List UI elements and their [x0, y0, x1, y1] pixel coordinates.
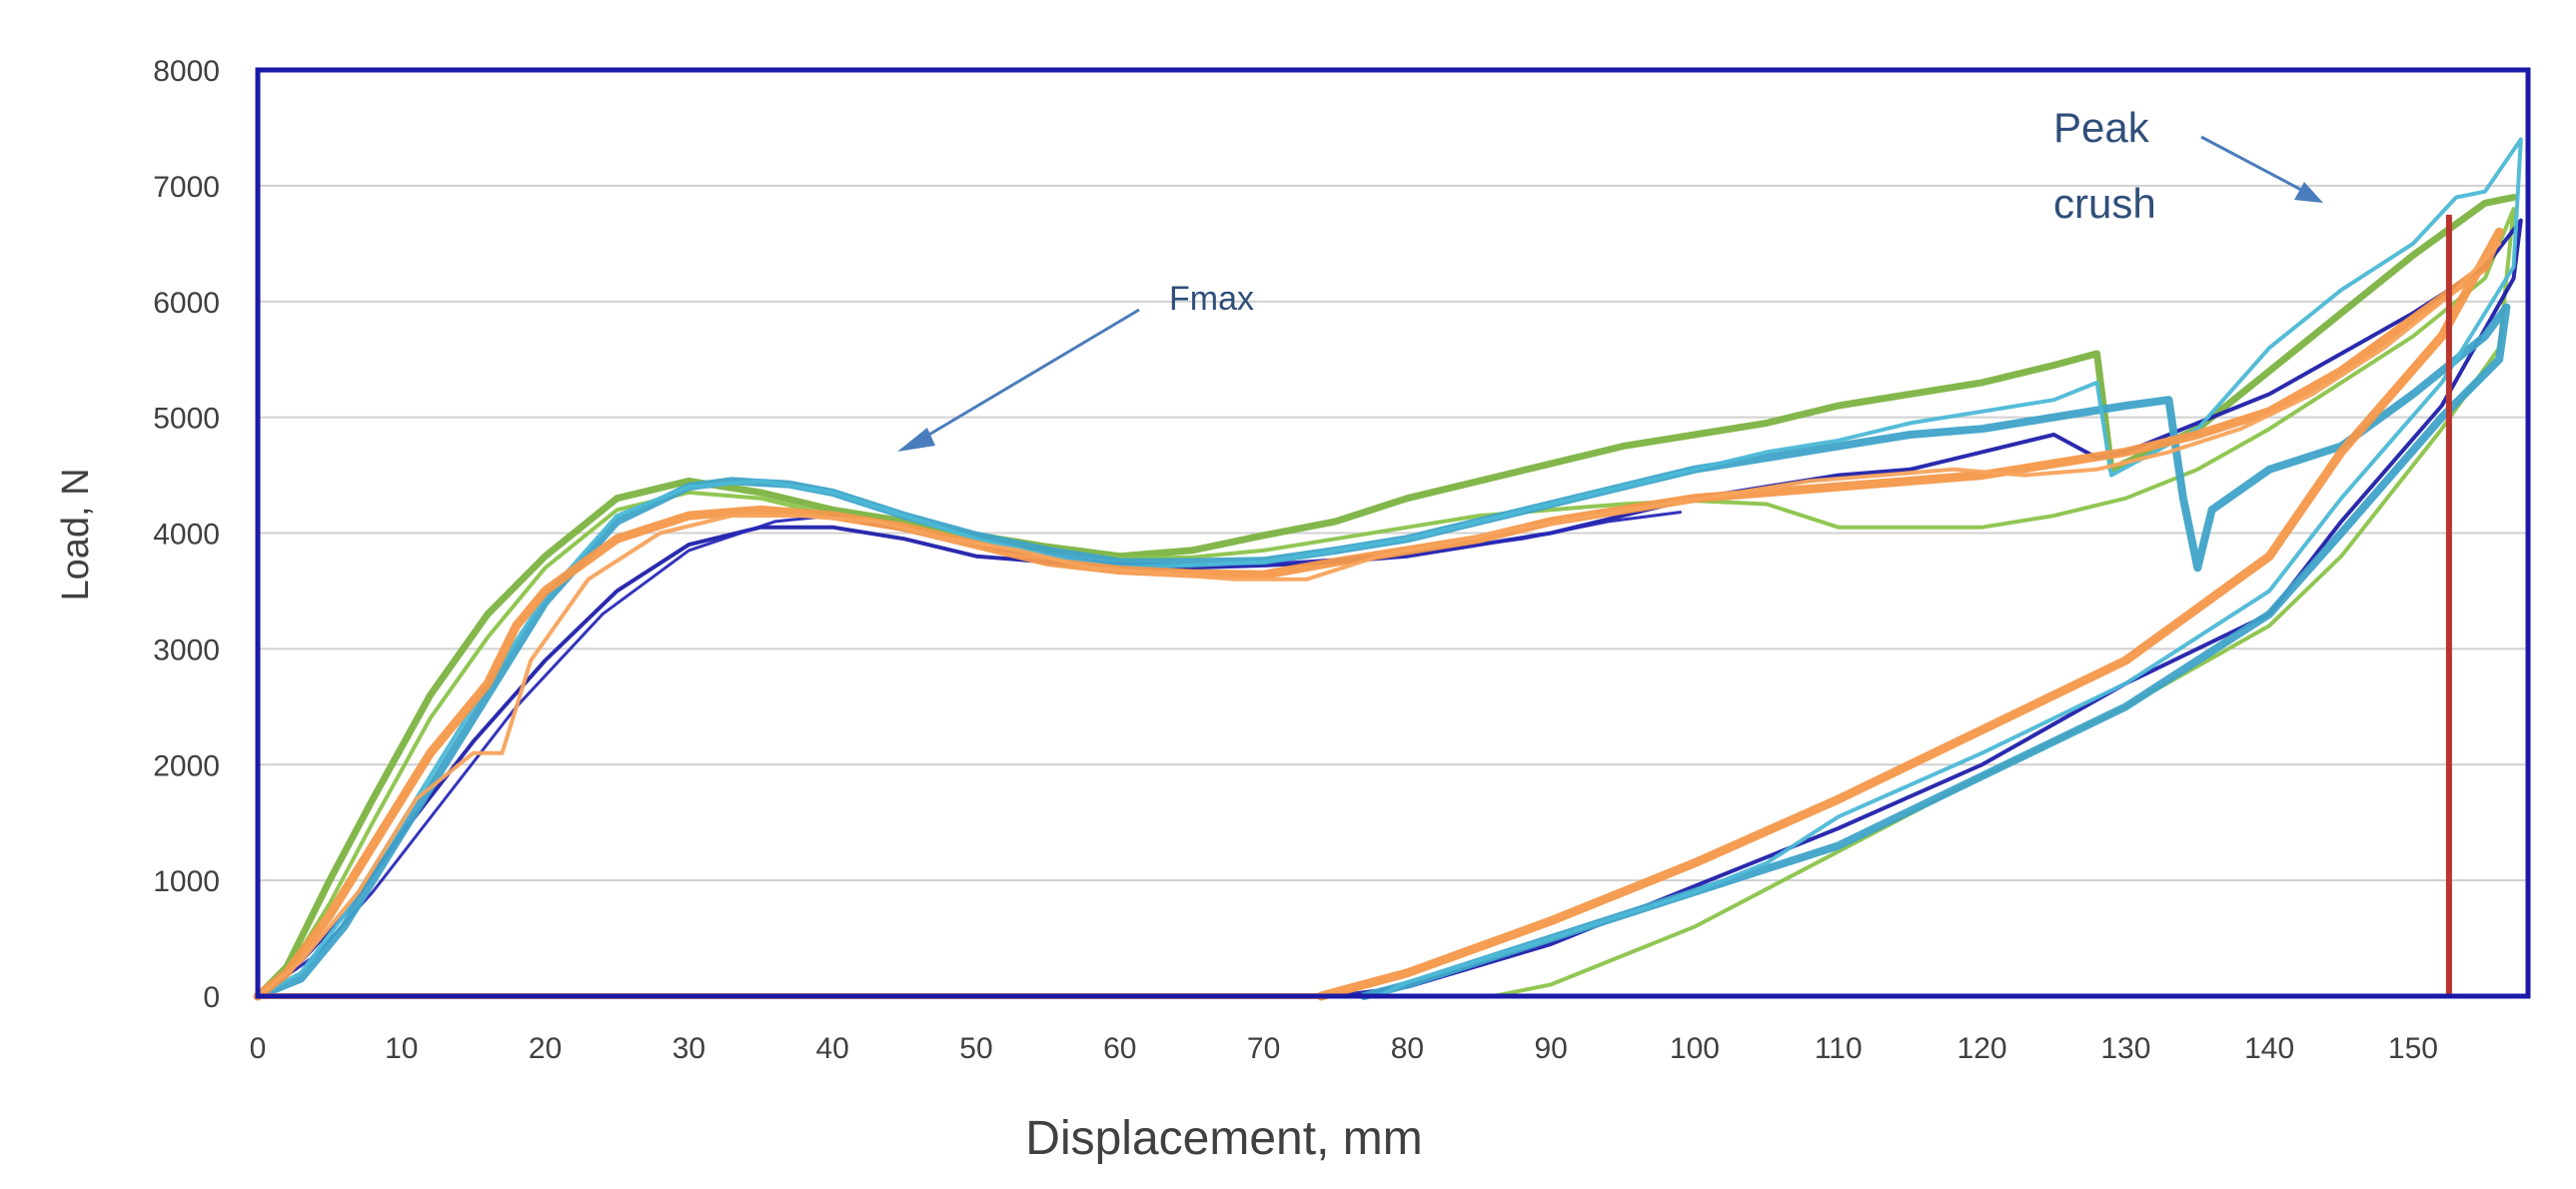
x-axis-title: Displacement, mm: [1025, 1112, 1422, 1165]
x-tick-label: 0: [250, 1032, 267, 1065]
y-tick-label: 2000: [153, 749, 220, 782]
y-tick-label: 0: [203, 981, 220, 1014]
series-lines: [253, 137, 2523, 1001]
x-tick-label: 110: [1815, 1032, 1863, 1065]
x-tick-label: 80: [1391, 1032, 1424, 1065]
series-line-green-thin: [256, 207, 2516, 998]
fmax-label: Fmax: [1169, 280, 1254, 318]
y-tick-labels: 0 1000 2000 3000 4000 5000 6000 7000 8000: [153, 55, 220, 1014]
peak-crush-annotation: Peak crush: [2053, 104, 2323, 227]
y-tick-label: 7000: [153, 171, 220, 204]
x-tick-label: 130: [2100, 1032, 2150, 1065]
y-axis-title: Load, N: [55, 468, 97, 600]
x-tick-label: 150: [2388, 1032, 2438, 1065]
x-tick-label: 50: [959, 1032, 992, 1065]
x-tick-label: 140: [2244, 1032, 2294, 1065]
x-tick-label: 100: [1670, 1032, 1720, 1065]
x-tick-label: 60: [1103, 1032, 1136, 1065]
y-tick-label: 4000: [153, 519, 220, 552]
plot-frame: [255, 67, 2531, 999]
fmax-annotation: Fmax: [897, 280, 1254, 452]
peak-arrow-shaft: [2200, 135, 2304, 193]
series-line-teal-1: [254, 303, 2511, 1000]
x-tick-label: 120: [1957, 1032, 2007, 1065]
fmax-arrowhead: [897, 428, 935, 452]
peak-arrowhead: [2294, 182, 2323, 203]
x-tick-label: 40: [816, 1032, 849, 1065]
x-tick-label: 30: [672, 1032, 705, 1065]
y-tick-label: 6000: [153, 287, 220, 320]
x-tick-label: 70: [1247, 1032, 1280, 1065]
x-tick-label: 90: [1534, 1032, 1567, 1065]
x-tick-label: 10: [385, 1032, 418, 1065]
series-line-green-thick: [254, 194, 2518, 1000]
peak-label-line1: Peak: [2053, 104, 2150, 151]
fmax-arrow-shaft: [916, 308, 1140, 444]
x-tick-labels: 0 10 20 30 40 50 60 70 80 90 100 110 120 130 140 150: [250, 1032, 2438, 1065]
y-tick-label: 1000: [153, 865, 220, 898]
peak-label-line2: crush: [2053, 180, 2156, 227]
y-tick-label: 3000: [153, 633, 220, 666]
series-line-orange-thin: [256, 241, 2502, 998]
y-tick-label: 8000: [153, 55, 220, 88]
y-tick-label: 5000: [153, 403, 220, 436]
x-tick-label: 20: [529, 1032, 562, 1065]
series-line-teal-2: [256, 137, 2523, 998]
